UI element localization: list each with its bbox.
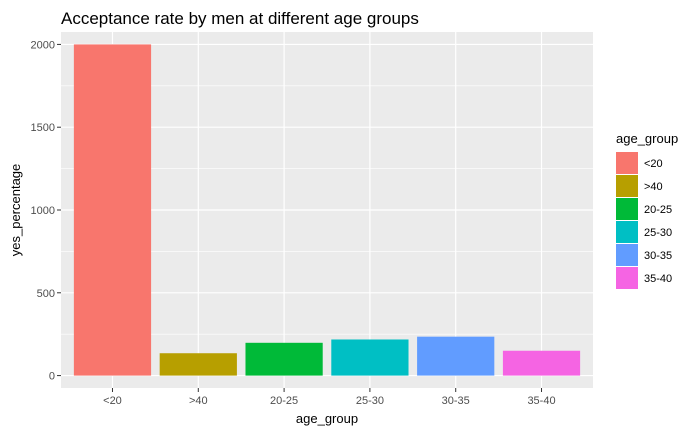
x-tick-label: 25-30	[356, 395, 384, 407]
legend-label: <20	[644, 158, 663, 170]
legend-label: 30-35	[644, 250, 672, 262]
bar-30-35	[417, 336, 495, 376]
legend-label: >40	[644, 181, 663, 193]
bar->40	[159, 353, 237, 376]
x-tick-label: 30-35	[442, 395, 470, 407]
x-tick-label: <20	[103, 395, 122, 407]
legend-key	[616, 267, 638, 289]
bar-<20	[73, 44, 152, 376]
chart-title: Acceptance rate by men at different age …	[61, 9, 419, 28]
y-tick-label: 1500	[31, 122, 55, 134]
bar-20-25	[245, 342, 323, 376]
y-tick-label: 2000	[31, 39, 55, 51]
legend-key	[616, 152, 638, 174]
x-tick-label: >40	[189, 395, 208, 407]
y-tick-label: 0	[49, 371, 55, 383]
bar-25-30	[331, 339, 409, 376]
legend-title: age_group	[616, 131, 678, 146]
legend-label: 20-25	[644, 204, 672, 216]
legend-key	[616, 175, 638, 197]
legend-key	[616, 198, 638, 220]
bar-35-40	[502, 350, 581, 376]
legend-key	[616, 221, 638, 243]
x-tick-label: 20-25	[270, 395, 298, 407]
legend-label: 35-40	[644, 273, 672, 285]
legend-label: 25-30	[644, 227, 672, 239]
legend: age_group <20 >40 20-25 25-30 30-35 35-40	[616, 131, 678, 289]
y-axis-title: yes_percentage	[8, 164, 23, 257]
x-axis-title: age_group	[296, 411, 358, 426]
x-tick-label: 35-40	[527, 395, 555, 407]
y-tick-label: 500	[37, 288, 55, 300]
y-axis: 0 500 1000 1500 2000	[31, 39, 61, 383]
x-axis: <20 >40 20-25 25-30 30-35 35-40	[103, 388, 556, 407]
y-tick-label: 1000	[31, 205, 55, 217]
legend-key	[616, 244, 638, 266]
bars	[73, 44, 581, 376]
